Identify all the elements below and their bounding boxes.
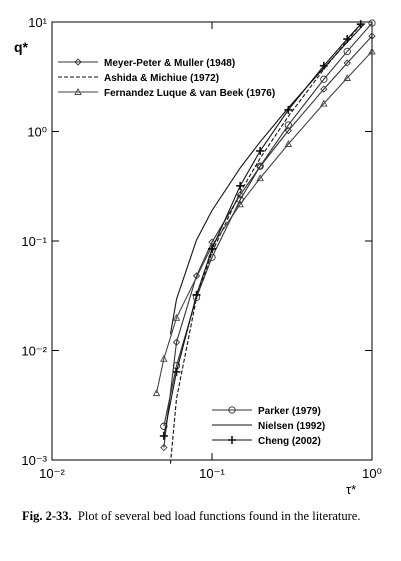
marker (343, 74, 351, 81)
marker (160, 422, 168, 430)
marker (172, 313, 181, 321)
y-tick-label: 10⁰ (27, 125, 47, 140)
series-line (163, 35, 373, 448)
marker (368, 47, 376, 55)
marker (343, 35, 352, 44)
marker (159, 431, 168, 440)
marker (192, 290, 201, 299)
legend-label: Meyer-Peter & Muller (1948) (104, 58, 235, 69)
marker (192, 272, 201, 280)
y-axis-label: q* (14, 39, 29, 55)
marker (319, 61, 328, 70)
marker (256, 174, 264, 182)
marker (284, 105, 293, 114)
legend-marker (228, 406, 236, 414)
caption-text: Plot of several bed load functions found… (77, 509, 361, 523)
y-tick-label: 10¹ (28, 15, 47, 30)
marker (343, 47, 351, 56)
series-line (163, 23, 362, 437)
legend-label: Ashida & Michiue (1972) (104, 73, 219, 84)
legend-label: Cheng (2002) (258, 436, 321, 447)
marker (160, 443, 168, 452)
marker (356, 20, 365, 29)
marker (343, 59, 351, 67)
marker (172, 338, 181, 346)
chart: q* τ* 10⁻² 10⁻¹ 10⁰10⁻³10⁻²10⁻¹10⁰10¹Meyer… (14, 15, 382, 497)
marker (320, 85, 328, 93)
series-line (169, 24, 362, 464)
marker (208, 244, 216, 253)
x-axis-label: τ* (346, 482, 356, 497)
marker (284, 121, 292, 129)
y-tick-label: 10⁻² (21, 344, 47, 359)
marker (256, 146, 265, 155)
caption: Fig. 2-33. Plot of several bed load func… (22, 508, 384, 524)
legend-marker (228, 436, 236, 444)
marker (236, 191, 244, 199)
marker (236, 181, 245, 190)
marker (152, 389, 161, 397)
marker (320, 99, 328, 107)
marker (284, 140, 293, 147)
marker (256, 162, 264, 170)
legend-label: Fernandez Luque & van Beek (1976) (104, 88, 275, 99)
marker (320, 75, 328, 83)
legend-marker (74, 58, 82, 66)
legend-label: Nielsen (1992) (258, 421, 325, 432)
marker (172, 367, 181, 376)
legend-marker (74, 88, 82, 95)
marker (236, 196, 244, 204)
y-tick-label: 10⁻¹ (21, 234, 47, 249)
x-tick-label: 10⁰ (362, 466, 382, 481)
y-tick-label: 10⁻³ (21, 453, 47, 468)
marker (160, 354, 168, 362)
x-tick-label: 10⁻¹ (199, 466, 225, 481)
marker (368, 19, 376, 27)
marker (284, 127, 292, 135)
legend-label: Parker (1979) (258, 406, 321, 417)
caption-label: Fig. 2-33. (22, 509, 72, 523)
series-line (169, 23, 366, 335)
marker (368, 32, 376, 40)
x-tick-label: 10⁻² (39, 466, 65, 481)
series-line (155, 51, 373, 394)
